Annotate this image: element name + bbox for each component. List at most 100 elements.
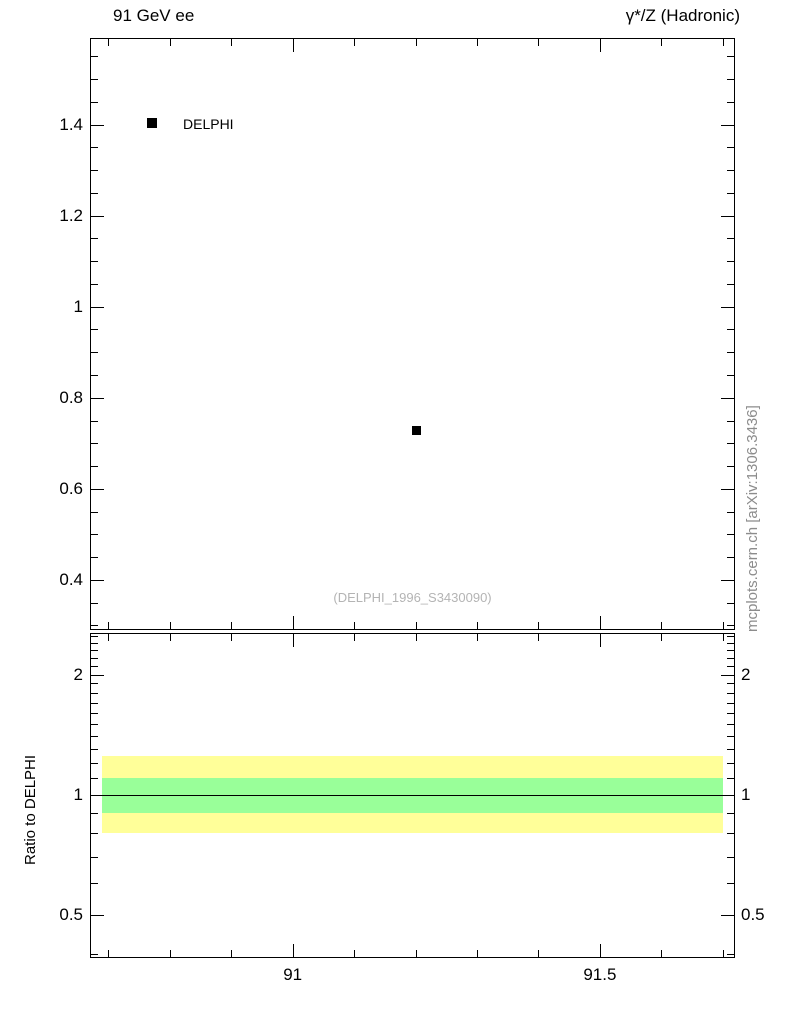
x-axis-tick — [538, 39, 540, 46]
x-axis-tick — [538, 622, 540, 629]
y-axis-tick — [727, 557, 734, 559]
y-axis-tick — [727, 352, 734, 354]
y-axis-tick — [721, 794, 734, 796]
y-axis-tick — [721, 914, 734, 916]
x-axis-tick — [231, 950, 233, 957]
y-axis-tick — [727, 724, 734, 726]
x-axis-tick — [292, 616, 294, 629]
y-axis-tick — [91, 702, 98, 704]
x-axis-tick — [231, 39, 233, 46]
y-axis-tick — [727, 650, 734, 652]
y-axis-tick — [91, 833, 98, 835]
y-axis-tick — [91, 238, 98, 240]
y-axis-tick — [91, 79, 98, 80]
y-axis-tick — [91, 466, 98, 468]
y-axis-tick — [727, 683, 734, 685]
y-axis-tick — [727, 813, 734, 814]
y-axis-tick — [91, 650, 98, 652]
y-axis-tick — [91, 375, 98, 376]
y-axis-tick — [721, 488, 734, 490]
x-axis-tick — [108, 950, 110, 957]
y-axis-tick — [91, 749, 98, 751]
x-axis-tick — [354, 622, 356, 629]
y-axis-tick — [91, 953, 98, 955]
y-axis-tick — [727, 763, 734, 765]
y-axis-tick-label: 0.8 — [59, 387, 83, 407]
y-axis-tick — [727, 511, 734, 513]
y-axis-tick-label: 1.2 — [59, 205, 83, 225]
y-axis-tick — [91, 914, 104, 916]
x-axis-tick — [354, 950, 356, 957]
y-axis-tick — [727, 692, 734, 694]
ratio-tick-label-right: 2 — [741, 664, 751, 684]
y-axis-tick — [721, 215, 734, 217]
y-axis-tick — [91, 170, 98, 172]
y-axis-tick — [91, 736, 98, 738]
y-axis-tick-label: 1 — [73, 296, 83, 316]
x-axis-tick — [661, 39, 663, 46]
y-axis-tick — [721, 397, 734, 399]
x-axis-tick — [477, 634, 478, 641]
ratio-panel — [90, 633, 735, 958]
x-axis-tick — [415, 622, 417, 629]
y-axis-tick-label: 0.4 — [59, 569, 83, 589]
y-axis-tick — [91, 261, 98, 263]
x-axis-tick — [477, 622, 478, 629]
x-axis-tick — [354, 634, 356, 641]
data-point-delphi — [411, 425, 421, 435]
ratio-tick-label-left: 0.5 — [59, 904, 83, 924]
y-axis-tick — [91, 283, 98, 285]
x-axis-tick — [415, 39, 417, 46]
y-axis-tick — [91, 625, 98, 627]
y-axis-tick — [727, 749, 734, 751]
y-axis-tick — [91, 602, 98, 604]
y-axis-tick-label: 0.6 — [59, 478, 83, 498]
y-axis-tick — [727, 883, 734, 885]
y-axis-tick — [727, 261, 734, 263]
legend-label: DELPHI — [183, 116, 234, 132]
y-axis-tick — [727, 778, 734, 780]
y-axis-tick — [727, 101, 734, 103]
y-axis-tick — [727, 147, 734, 149]
y-axis-tick — [727, 602, 734, 604]
y-axis-tick — [91, 657, 98, 659]
y-axis-tick — [721, 579, 734, 581]
y-axis-tick — [91, 674, 104, 676]
y-axis-tick — [727, 56, 734, 58]
ratio-tick-label-right: 1 — [741, 784, 751, 804]
y-axis-tick — [727, 466, 734, 468]
y-axis-tick — [91, 534, 98, 536]
ratio-tick-label-right: 0.5 — [741, 904, 765, 924]
x-axis-tick — [415, 950, 417, 957]
y-axis-tick — [91, 856, 98, 858]
x-axis-tick — [722, 622, 724, 629]
y-axis-tick — [727, 534, 734, 536]
y-axis-tick — [727, 833, 734, 835]
y-axis-tick — [91, 778, 98, 780]
y-axis-tick — [91, 713, 98, 715]
main-panel — [90, 38, 735, 630]
x-axis-tick — [599, 616, 601, 629]
y-axis-tick — [91, 488, 104, 490]
y-axis-tick — [727, 657, 734, 659]
y-axis-tick — [727, 170, 734, 172]
y-axis-tick — [91, 329, 98, 331]
x-axis-tick — [108, 39, 110, 46]
y-axis-tick — [727, 283, 734, 285]
y-axis-tick — [91, 352, 98, 354]
plot-title-left: 91 GeV ee — [113, 6, 195, 25]
x-axis-tick — [538, 950, 540, 957]
ratio-reference-line — [102, 794, 723, 796]
x-axis-tick — [477, 950, 478, 957]
ratio-axis-title: Ratio to DELPHI — [22, 754, 39, 865]
x-axis-tick — [722, 950, 724, 957]
y-axis-tick — [721, 674, 734, 676]
y-axis-tick — [727, 635, 734, 637]
y-axis-tick — [727, 702, 734, 704]
x-axis-tick — [292, 634, 294, 647]
y-axis-tick — [91, 683, 98, 685]
x-axis-tick — [538, 634, 540, 641]
y-axis-tick — [91, 420, 98, 422]
y-axis-tick — [91, 147, 98, 149]
y-axis-tick — [91, 124, 104, 126]
